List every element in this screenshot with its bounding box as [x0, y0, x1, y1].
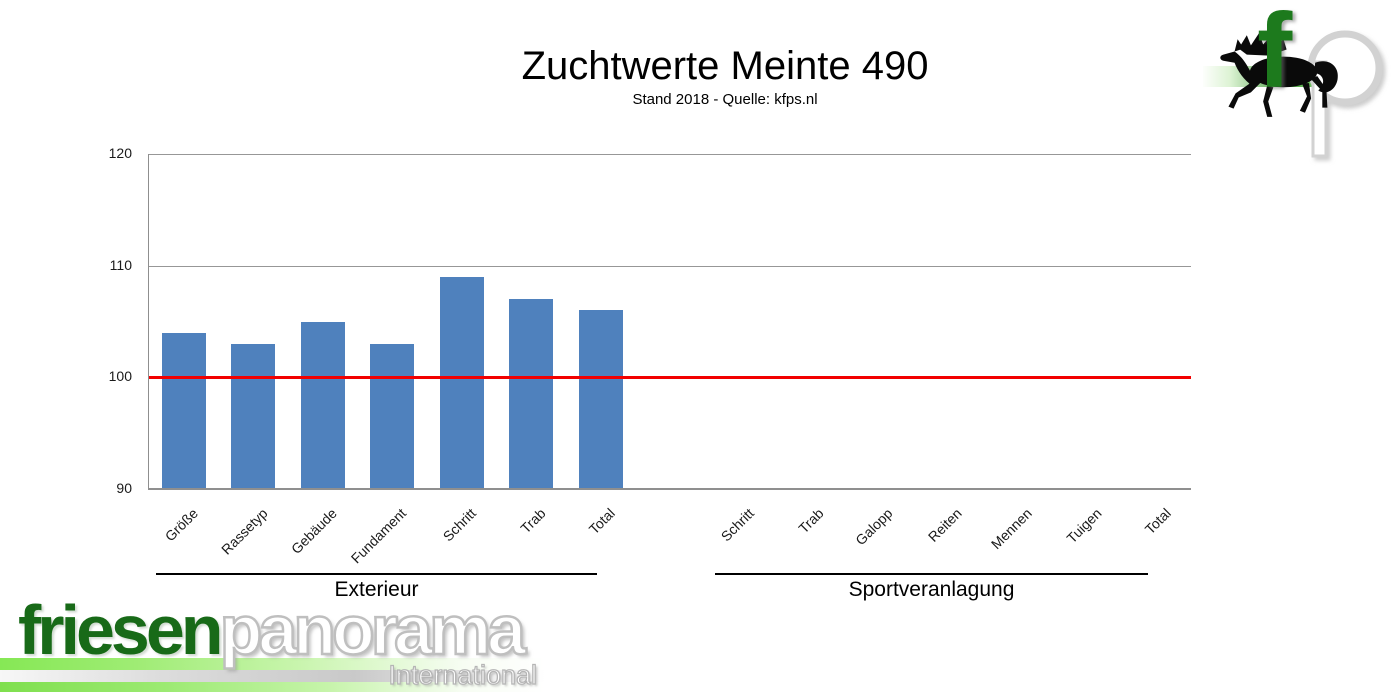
reference-line-100	[149, 376, 1191, 379]
y-gridline-120	[149, 154, 1191, 155]
bar-trab	[509, 299, 553, 488]
category-label-mennen: Mennen	[987, 505, 1035, 553]
y-gridline-110	[149, 266, 1191, 267]
horse-icon	[1220, 33, 1338, 117]
category-label-gebäude: Gebäude	[287, 505, 340, 558]
y-tick-label-90: 90	[116, 480, 132, 496]
group-underline-exterieur	[156, 573, 597, 575]
wordmark-international: International	[388, 659, 538, 690]
bar-größe	[162, 333, 206, 488]
y-tick-label-120: 120	[108, 145, 132, 161]
y-tick-label-110: 110	[109, 257, 132, 273]
category-label-trab: Trab	[517, 505, 549, 537]
category-label-galopp: Galopp	[852, 505, 896, 549]
chart-subtitle: Stand 2018 - Quelle: kfps.nl	[632, 91, 818, 108]
letter-f: f	[1257, 0, 1293, 110]
fp-logo: f	[1203, 0, 1398, 158]
bar-total	[579, 310, 623, 488]
y-axis-line	[148, 154, 149, 490]
logo-stripe-green-top	[0, 658, 545, 670]
group-underline-sportveranlagung	[715, 573, 1148, 575]
bar-rassetyp	[231, 344, 275, 488]
category-label-fundament: Fundament	[348, 505, 410, 567]
friesenpanorama-wordmark: friesenpanorama	[18, 594, 527, 667]
bar-fundament	[370, 344, 414, 488]
category-label-total: Total	[1141, 505, 1174, 538]
group-label-sportveranlagung: Sportveranlagung	[848, 578, 1015, 601]
logo-stripe-silver	[0, 670, 545, 682]
chart-header: Zuchtwerte Meinte 490 Stand 2018 - Quell…	[50, 44, 1400, 108]
friesenpanorama-logo: friesenpanorama International	[0, 594, 600, 700]
chart-title: Zuchtwerte Meinte 490	[521, 44, 929, 88]
category-label-rassetyp: Rassetyp	[217, 505, 271, 558]
bar-schritt	[440, 277, 484, 488]
category-label-trab: Trab	[794, 505, 827, 537]
bar-gebäude	[301, 322, 345, 488]
wordmark-panorama: panorama	[218, 591, 527, 669]
category-label-schritt: Schritt	[439, 505, 479, 545]
category-label-total: Total	[585, 505, 618, 538]
wordmark-friesen: friesen	[18, 591, 224, 669]
x-axis-line	[148, 488, 1191, 490]
y-tick-label-100: 100	[108, 368, 132, 384]
category-label-reiten: Reiten	[925, 505, 966, 545]
category-label-größe: Größe	[161, 505, 202, 545]
category-label-schritt: Schritt	[717, 505, 757, 545]
category-label-tuigen: Tuigen	[1062, 505, 1105, 547]
logo-stripe-green-bottom	[0, 682, 545, 692]
group-label-exterieur: Exterieur	[334, 578, 419, 601]
